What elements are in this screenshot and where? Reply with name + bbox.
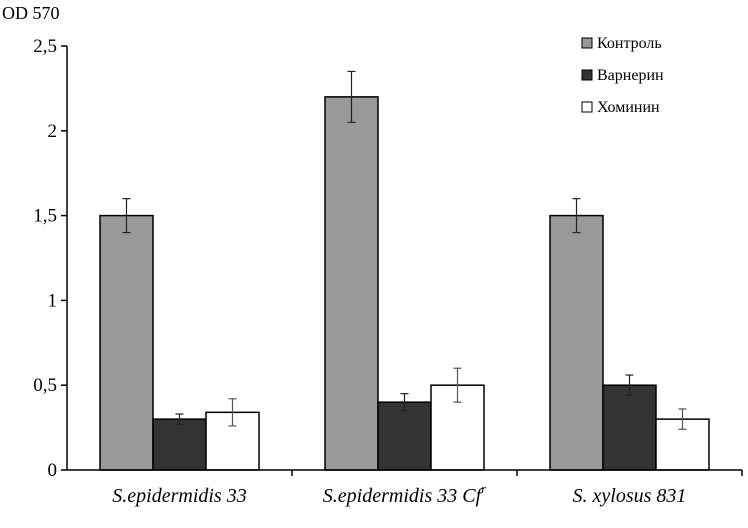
bar-1-1 — [99, 214, 154, 471]
y-tick-label: 2,5 — [33, 36, 57, 57]
bar-2-2 — [377, 401, 432, 471]
category-labels-group: S.epidermidis 33 S.epidermidis 33 Cfr S. x… — [112, 481, 686, 507]
y-tick-label: 1 — [48, 290, 58, 311]
y-tick-label: 0,5 — [33, 375, 57, 396]
category-label: S. xylosus 831 — [573, 485, 687, 507]
category-label-text: S.epidermidis 33 — [112, 485, 246, 507]
y-tick-label: 1,5 — [33, 206, 57, 227]
y-ticks-group: 0 0,5 1 1,5 2 2,5 — [33, 36, 67, 481]
y-tick-label: 0 — [48, 460, 58, 481]
legend-label: Варнерин — [597, 67, 664, 84]
x-ticks-group — [291, 470, 743, 476]
category-label-text: S.epidermidis 33 Cf — [323, 485, 484, 507]
legend-swatch — [581, 37, 593, 49]
category-label: S.epidermidis 33 — [112, 485, 246, 507]
y-tick-label: 2 — [48, 121, 58, 142]
legend-label: Хоминин — [597, 99, 660, 116]
category-label-superscript: r — [481, 481, 487, 496]
legend-swatch — [581, 69, 593, 81]
error-bars-group — [122, 70, 687, 430]
bar-1-2 — [324, 96, 379, 471]
bar-2-1 — [152, 418, 207, 471]
category-label: S.epidermidis 33 Cfr — [323, 481, 487, 507]
category-label-text: S. xylosus 831 — [573, 485, 687, 507]
bar-1-3 — [549, 214, 604, 471]
bars-group — [99, 96, 710, 471]
legend: Контроль Варнерин Хоминин — [581, 35, 664, 116]
legend-label: Контроль — [597, 35, 662, 52]
y-axis-label: OD 570 — [2, 3, 60, 23]
legend-swatch — [581, 101, 593, 113]
bar-2-3 — [602, 384, 657, 471]
